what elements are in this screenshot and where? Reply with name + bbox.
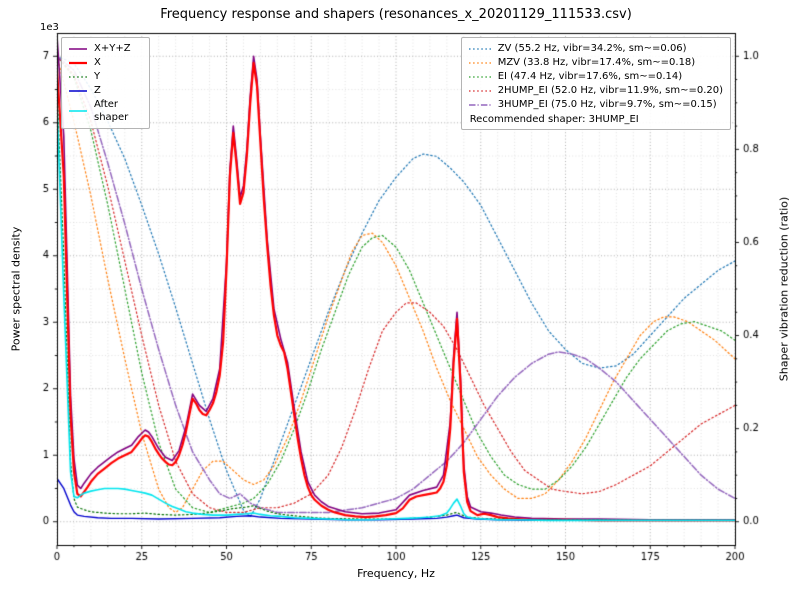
legend-sample-line (468, 89, 491, 92)
legend-label: Z (94, 85, 101, 96)
legend-item-x: X (68, 56, 142, 69)
legend-label: X (94, 57, 101, 68)
legend-label: 3HUMP_EI (75.0 Hz, vibr=9.7%, sm~=0.15) (497, 99, 717, 110)
legend-label: After shaper (94, 99, 129, 123)
legend-item-zv: ZV (55.2 Hz, vibr=34.2%, sm~=0.06) (468, 42, 723, 55)
left-y-axis-label: Power spectral density (9, 226, 23, 352)
shaper-legend-items: ZV (55.2 Hz, vibr=34.2%, sm~=0.06) MZV (3… (468, 42, 723, 111)
legend-sample-line (69, 47, 87, 50)
legend-label: ZV (55.2 Hz, vibr=34.2%, sm~=0.06) (497, 43, 687, 54)
legend-sample-line (468, 61, 491, 64)
x-axis-label: Frequency, Hz (357, 567, 435, 580)
legend-item-y: Y (68, 70, 142, 83)
legend-sample-line (69, 110, 87, 112)
psd-legend: X+Y+Z X Y Z After shaper (61, 37, 150, 129)
legend-label: 2HUMP_EI (52.0 Hz, vibr=11.9%, sm~=0.20) (497, 85, 723, 96)
recommended-shaper-label: Recommended shaper: 3HUMP_EI (469, 114, 639, 125)
legend-item-z: Z (68, 84, 142, 97)
y-axis-offset-text: 1e3 (40, 22, 59, 33)
right-y-axis-label: Shaper vibration reduction (ratio) (777, 196, 791, 382)
legend-item-3hump_ei: 3HUMP_EI (75.0 Hz, vibr=9.7%, sm~=0.15) (468, 98, 723, 111)
legend-sample-line (468, 103, 491, 106)
legend-item-mzv: MZV (33.8 Hz, vibr=17.4%, sm~=0.18) (468, 56, 723, 69)
legend-label: EI (47.4 Hz, vibr=17.6%, sm~=0.14) (497, 71, 683, 82)
legend-sample-line (69, 61, 87, 64)
legend-sample-line (468, 75, 491, 78)
legend-item-after-shaper: After shaper (68, 98, 142, 124)
chart-title: Frequency response and shapers (resonanc… (160, 7, 632, 22)
legend-item-ei: EI (47.4 Hz, vibr=17.6%, sm~=0.14) (468, 70, 723, 83)
legend-sample-line (69, 89, 87, 92)
legend-sample-line (69, 75, 87, 78)
legend-label: X+Y+Z (94, 43, 131, 54)
legend-label: MZV (33.8 Hz, vibr=17.4%, sm~=0.18) (497, 57, 696, 68)
legend-sample-line (468, 47, 491, 50)
legend-item-2hump_ei: 2HUMP_EI (52.0 Hz, vibr=11.9%, sm~=0.20) (468, 84, 723, 97)
legend-item-xyz: X+Y+Z (68, 42, 142, 55)
shaper-legend: ZV (55.2 Hz, vibr=34.2%, sm~=0.06) MZV (3… (460, 37, 731, 130)
legend-label: Y (94, 71, 101, 82)
